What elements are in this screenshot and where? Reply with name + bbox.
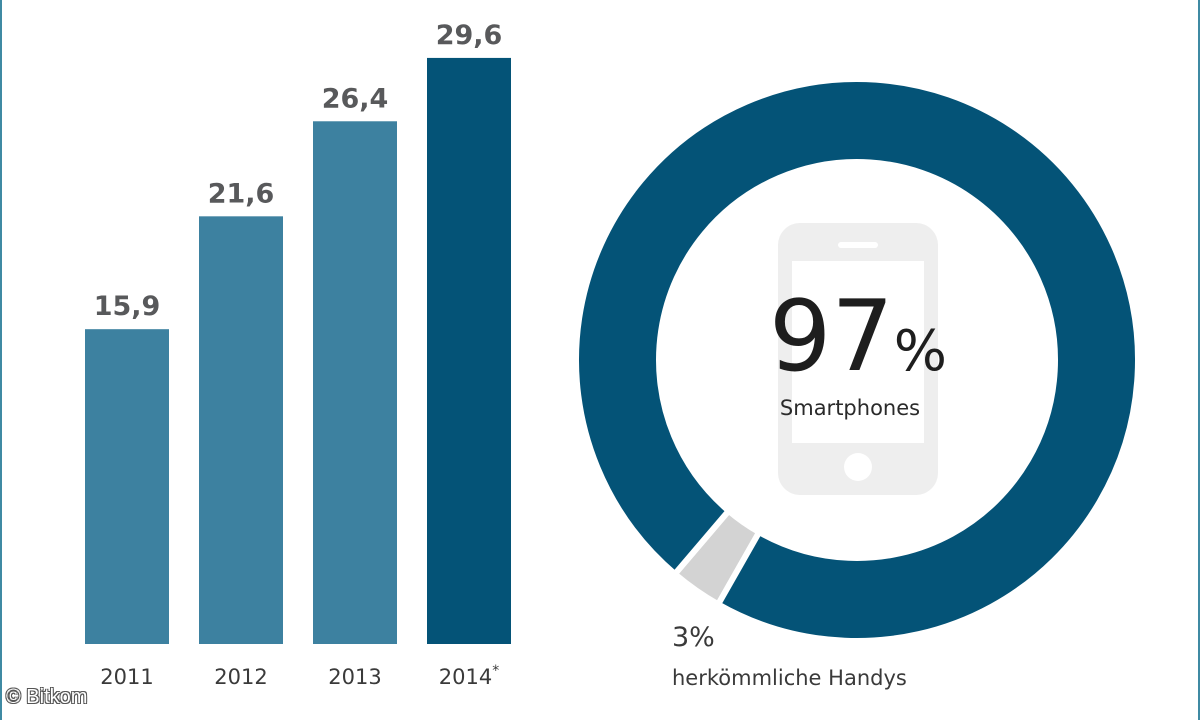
bar-2014* [427,57,511,645]
bar-category-label: 2012 [214,665,267,689]
bar-category-label: 2014* [439,663,499,689]
bar-value-label: 29,6 [436,20,503,51]
center-percentage-value: 97 [769,280,894,394]
center-percentage: 97% [769,280,947,394]
bar-value-label: 26,4 [322,83,389,114]
bar-2011 [85,329,169,644]
minor-slice-label: herkömmliche Handys [672,666,907,690]
bar-chart: 15,9 2011 21,6 2012 26,4 2013 29,6 2014* [85,20,511,689]
center-label: Smartphones [780,396,920,420]
donut-slices [573,80,1141,644]
bar-2012 [199,216,283,644]
donut-chart: 97% Smartphones [573,80,1141,644]
center-percentage-sign: % [894,319,947,384]
bar-value-label: 21,6 [208,178,275,209]
bar-category-label: 2013 [328,665,381,689]
copyright-notice: © Bitkom [6,686,88,708]
smartphone-icon [778,223,938,495]
minor-slice-value: 3% [672,622,715,653]
frame-right-border [1198,0,1200,720]
bar-value-label: 15,9 [94,291,161,322]
bar-2013 [313,121,397,644]
bar-category-label: 2011 [100,665,153,689]
frame-left-border [0,0,2,720]
donut-slice-smartphones [573,80,1141,644]
